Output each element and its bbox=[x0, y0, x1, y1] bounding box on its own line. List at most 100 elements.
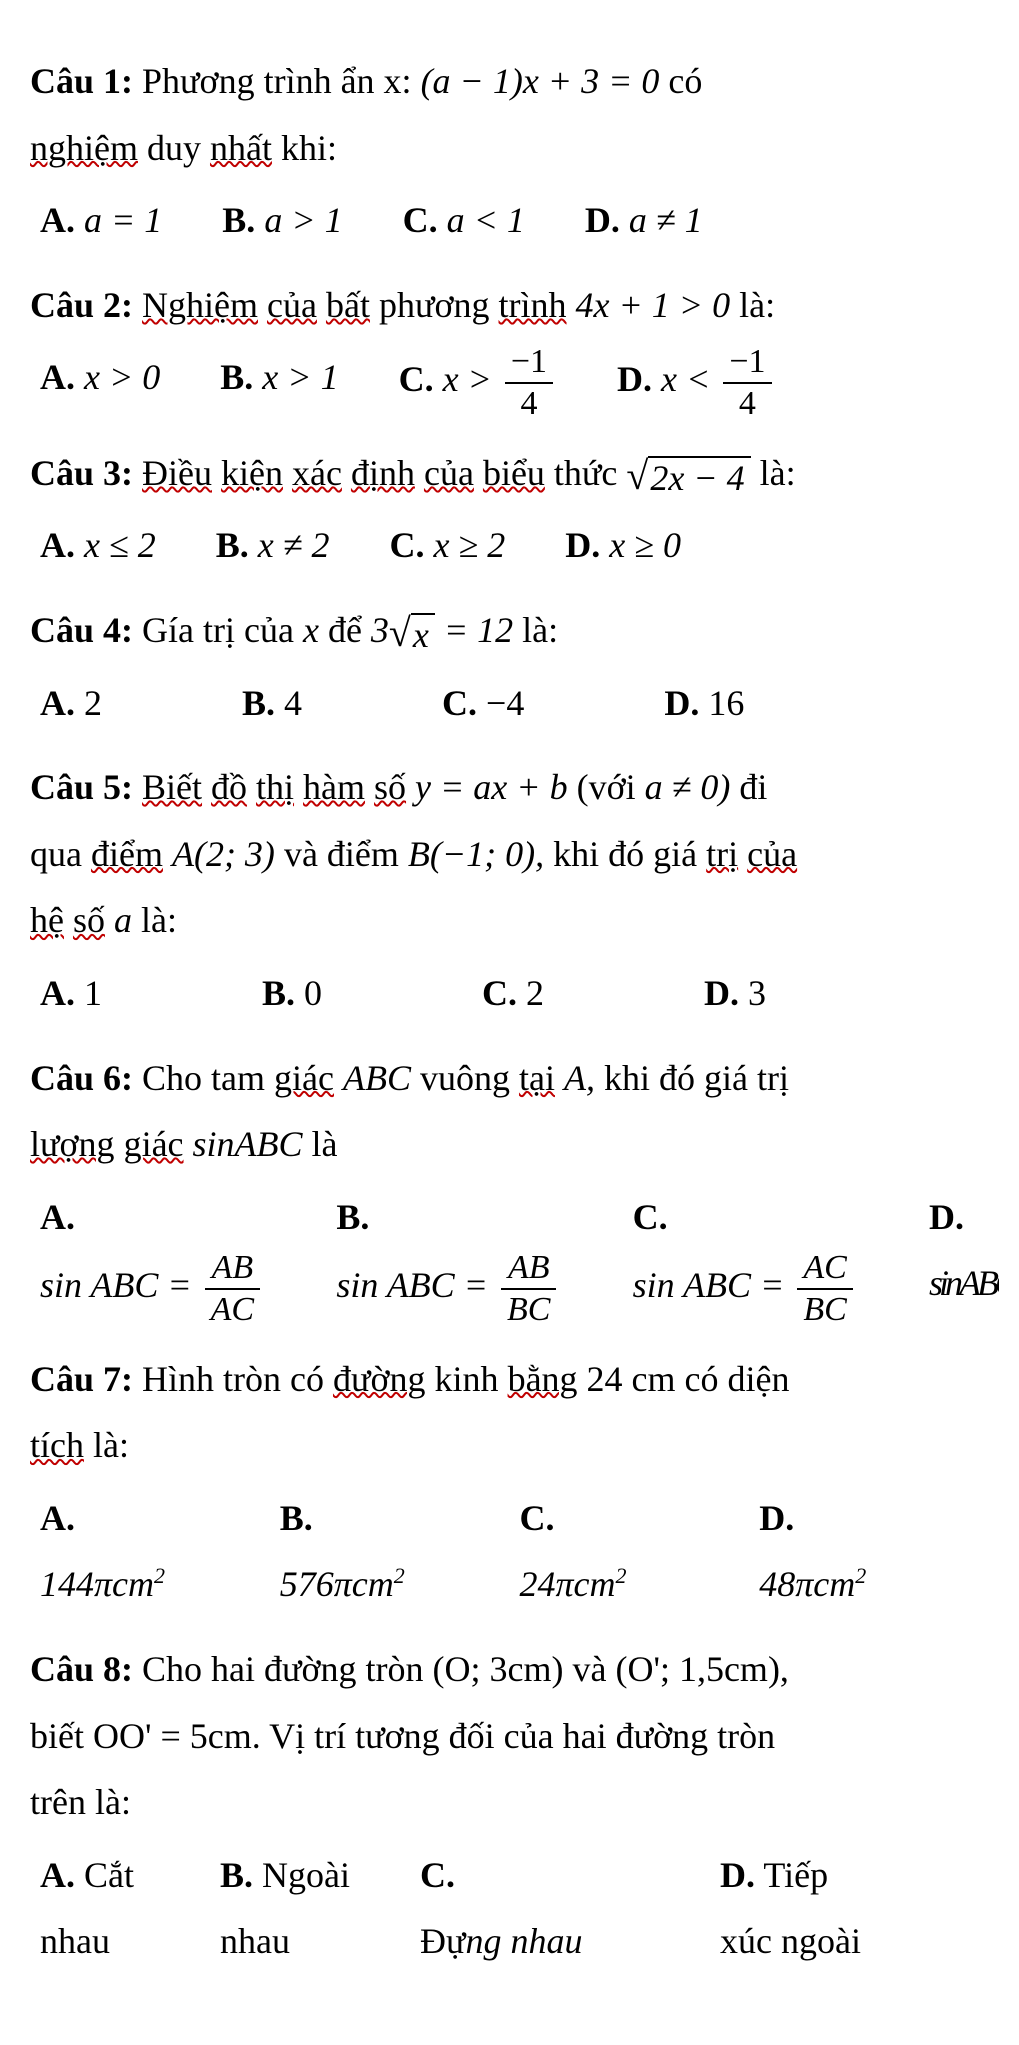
q3-w6: biểu bbox=[483, 453, 545, 493]
q4-stem: Câu 4: Gía trị của x để 3√x = 12 là: bbox=[30, 597, 989, 664]
q5-paren: (với bbox=[577, 767, 636, 807]
q6-optA[interactable]: A. sin ABC = ABAC bbox=[40, 1184, 336, 1328]
q2-eq: 4x + 1 > 0 bbox=[576, 285, 731, 325]
q5-optD[interactable]: D. 3 bbox=[704, 960, 766, 1027]
q4-t1: Gía trị của bbox=[142, 610, 294, 650]
q2-optC[interactable]: C. x > −14 bbox=[399, 344, 557, 421]
q5-w4: hàm bbox=[303, 767, 365, 807]
q3-w2: kiện bbox=[221, 453, 283, 493]
q4-options: A. 2 B. 4 C. −4 D. 16 bbox=[40, 670, 989, 737]
q8-options: A. Cắt nhau B. Ngoài nhau C. Đựng nhau D… bbox=[40, 1842, 999, 1975]
q3-options: A. x ≤ 2 B. x ≠ 2 C. x ≥ 2 D. x ≥ 0 bbox=[40, 512, 989, 579]
q1-eq: (a − 1)x + 3 = 0 bbox=[421, 61, 660, 101]
q3-optB[interactable]: B. x ≠ 2 bbox=[216, 512, 330, 579]
q6-optD[interactable]: D. sinABC=BA bbox=[929, 1184, 999, 1328]
q2-label: Câu 2: bbox=[30, 285, 133, 325]
q1-w-duy: duy bbox=[147, 128, 201, 168]
q3-w7: thức bbox=[554, 453, 618, 493]
q2-optB[interactable]: B. x > 1 bbox=[220, 344, 338, 421]
q6-optC[interactable]: C. sin ABC = ACBC bbox=[633, 1184, 929, 1328]
q1-text2: có bbox=[668, 61, 702, 101]
q5-w2: đồ bbox=[211, 767, 247, 807]
q1-label: Câu 1: bbox=[30, 61, 133, 101]
q6-label: Câu 6: bbox=[30, 1058, 133, 1098]
q1-w-khi: khi: bbox=[281, 128, 337, 168]
q6-options: A. sin ABC = ABAC B. sin ABC = ABBC C. s… bbox=[40, 1184, 999, 1328]
q5-optA[interactable]: A. 1 bbox=[40, 960, 102, 1027]
q2-w2: của bbox=[267, 285, 317, 325]
q3-optC[interactable]: C. x ≥ 2 bbox=[390, 512, 506, 579]
q5-stem: Câu 5: Biết đồ thị hàm số y = ax + b (vớ… bbox=[30, 754, 989, 821]
q3-label: Câu 3: bbox=[30, 453, 133, 493]
q3-w4: định bbox=[351, 453, 415, 493]
q8-stem-line2: biết OO' = 5cm. Vị trí tương đối của hai… bbox=[30, 1703, 989, 1770]
q1-w-nhat: nhất bbox=[210, 128, 272, 168]
q5-w5: số bbox=[374, 767, 406, 807]
q2-options: A. x > 0 B. x > 1 C. x > −14 D. x < −14 bbox=[40, 344, 989, 421]
q8-optD[interactable]: D. Tiếp xúc ngoài bbox=[720, 1842, 999, 1975]
q4-t2: để bbox=[328, 610, 362, 650]
q6-optB[interactable]: B. sin ABC = ABBC bbox=[336, 1184, 632, 1328]
q4-sqrt: √x bbox=[389, 613, 435, 655]
q8-optC[interactable]: C. Đựng nhau bbox=[420, 1842, 720, 1975]
q2-w4: phương bbox=[379, 285, 490, 325]
q1-w-nghiem: nghiệm bbox=[30, 128, 138, 168]
q8-optB[interactable]: B. Ngoài nhau bbox=[220, 1842, 420, 1975]
q7-options: A. 144πcm2 B. 576πcm2 C. 24πcm2 D. 48πcm… bbox=[40, 1485, 999, 1618]
q2-optA[interactable]: A. x > 0 bbox=[40, 344, 160, 421]
q2-optC-frac: −14 bbox=[501, 344, 557, 421]
q1-options: A. a = 1 B. a > 1 C. a < 1 D. a ≠ 1 bbox=[40, 187, 989, 254]
q5-eq: y = ax + b bbox=[415, 767, 568, 807]
q5-w1: Biết bbox=[142, 767, 202, 807]
q4-optA[interactable]: A. 2 bbox=[40, 670, 102, 737]
q7-optA[interactable]: A. 144πcm2 bbox=[40, 1485, 280, 1618]
q1-stem: Câu 1: Phương trình ẩn x: (a − 1)x + 3 =… bbox=[30, 48, 989, 115]
q5-stem-line2: qua điểm A(2; 3) và điểm B(−1; 0), khi đ… bbox=[30, 821, 989, 888]
q7-label: Câu 7: bbox=[30, 1359, 133, 1399]
q3-optD[interactable]: D. x ≥ 0 bbox=[565, 512, 681, 579]
q6-stem-line2: lượng giác sinABC là bbox=[30, 1111, 989, 1178]
q4-optB[interactable]: B. 4 bbox=[242, 670, 302, 737]
q7-stem: Câu 7: Hình tròn có đường kinh bằng 24 c… bbox=[30, 1346, 989, 1413]
q2-w5: trình bbox=[499, 285, 567, 325]
q2-w3: bất bbox=[326, 285, 370, 325]
q2-optD[interactable]: D. x < −14 bbox=[617, 344, 775, 421]
q2-w1: Nghiệm bbox=[142, 285, 258, 325]
q7-optD[interactable]: D. 48πcm2 bbox=[759, 1485, 999, 1618]
q7-optB[interactable]: B. 576πcm2 bbox=[280, 1485, 520, 1618]
q8-optA[interactable]: A. Cắt nhau bbox=[40, 1842, 220, 1975]
q1-optB[interactable]: B. a > 1 bbox=[222, 187, 342, 254]
q3-stem: Câu 3: Điều kiện xác định của biểu thức … bbox=[30, 440, 989, 507]
q5-options: A. 1 B. 0 C. 2 D. 3 bbox=[40, 960, 989, 1027]
q1-optD[interactable]: D. a ≠ 1 bbox=[585, 187, 703, 254]
q5-optB[interactable]: B. 0 bbox=[262, 960, 322, 1027]
q8-label: Câu 8: bbox=[30, 1649, 133, 1689]
q4-var: x bbox=[303, 610, 319, 650]
q6-stem: Câu 6: Cho tam giác ABC vuông tại A, khi… bbox=[30, 1045, 989, 1112]
q4-label: Câu 4: bbox=[30, 610, 133, 650]
q1-stem-line2: nghiệm duy nhất khi: bbox=[30, 115, 989, 182]
q7-optC[interactable]: C. 24πcm2 bbox=[520, 1485, 760, 1618]
q2-stem: Câu 2: Nghiệm của bất phương trình 4x + … bbox=[30, 272, 989, 339]
q3-sqrt: √2x − 4 bbox=[626, 456, 750, 498]
q3-optA[interactable]: A. x ≤ 2 bbox=[40, 512, 156, 579]
q4-t3: là: bbox=[522, 610, 558, 650]
q5-t2: đi bbox=[739, 767, 767, 807]
q4-optD[interactable]: D. 16 bbox=[664, 670, 744, 737]
q1-optA[interactable]: A. a = 1 bbox=[40, 187, 162, 254]
q8-stem: Câu 8: Cho hai đường tròn (O; 3cm) và (O… bbox=[30, 1636, 989, 1703]
q5-stem-line3: hệ số a là: bbox=[30, 887, 989, 954]
q1-optC[interactable]: C. a < 1 bbox=[403, 187, 525, 254]
q3-w3: xác bbox=[292, 453, 342, 493]
q3-w5: của bbox=[424, 453, 474, 493]
q8-stem-line3: trên là: bbox=[30, 1769, 989, 1836]
q4-eq: = 12 bbox=[444, 610, 513, 650]
q2-t2: là: bbox=[739, 285, 775, 325]
q7-stem-line2: tích là: bbox=[30, 1412, 989, 1479]
q4-three: 3 bbox=[371, 610, 389, 650]
q4-optC[interactable]: C. −4 bbox=[442, 670, 524, 737]
q5-label: Câu 5: bbox=[30, 767, 133, 807]
q3-w1: Điều bbox=[142, 453, 212, 493]
q1-text1: Phương trình ẩn x: bbox=[142, 61, 412, 101]
q5-optC[interactable]: C. 2 bbox=[482, 960, 544, 1027]
